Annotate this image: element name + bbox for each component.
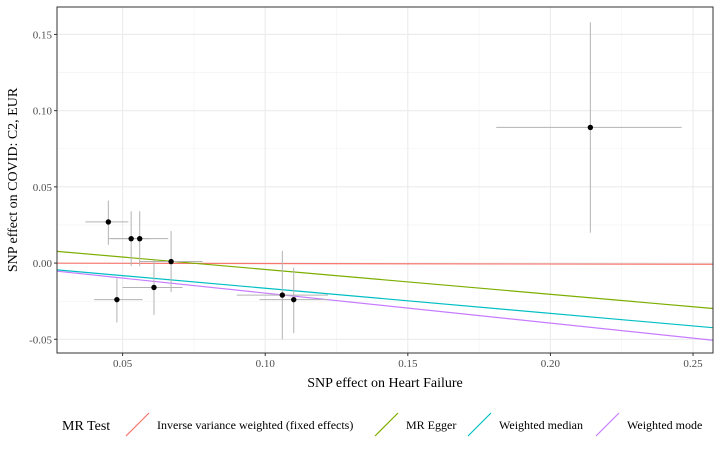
legend-label-3: Weighted mode	[627, 418, 702, 432]
data-points	[105, 124, 594, 303]
x-axis-ticks: 0.05 0.10 0.15 0.20 0.25	[113, 353, 703, 370]
y-tick-label-3: 0.10	[33, 106, 53, 118]
x-tick-label-3: 0.20	[541, 358, 561, 370]
data-point-0	[105, 219, 112, 225]
legend: MR Test Inverse variance weighted (fixed…	[62, 411, 702, 438]
data-point-1	[128, 235, 134, 242]
y-tick-label-4: 0.15	[33, 29, 53, 41]
x-tick-label-2: 0.15	[398, 358, 418, 370]
data-point-6	[279, 292, 286, 298]
data-point-8	[587, 124, 594, 131]
x-axis-title: SNP effect on Heart Failure	[307, 376, 463, 391]
line-series-1	[57, 250, 713, 310]
y-tick-label-2: 0.05	[33, 182, 53, 194]
data-point-7	[291, 296, 297, 303]
data-point-3	[168, 258, 174, 265]
data-point-4	[114, 296, 120, 303]
y-axis-ticks: -0.05 0.00 0.05 0.10 0.15	[29, 29, 57, 346]
plot-panel-border	[56, 6, 714, 354]
x-tick-label-0: 0.05	[113, 358, 133, 370]
line-series-0	[57, 262, 713, 265]
legend-label-0: Inverse variance weighted (fixed effects…	[157, 418, 353, 432]
x-tick-label-4: 0.25	[683, 358, 703, 370]
data-point-5	[151, 284, 157, 291]
legend-key-0	[125, 412, 150, 437]
regression-lines	[57, 250, 713, 341]
legend-label-2: Weighted median	[499, 418, 583, 432]
y-tick-label-0: -0.05	[29, 334, 52, 346]
line-series-3	[57, 270, 713, 341]
data-point-2	[137, 235, 143, 242]
gridlines	[57, 7, 713, 353]
legend-title: MR Test	[62, 419, 110, 434]
legend-key-1	[374, 412, 399, 437]
legend-key-3	[595, 412, 620, 437]
y-tick-label-1: 0.00	[33, 258, 53, 270]
legend-label-1: MR Egger	[406, 418, 456, 432]
line-series-2	[57, 269, 713, 329]
legend-key-2	[467, 412, 492, 437]
x-tick-label-1: 0.10	[256, 358, 276, 370]
y-axis-title: SNP effect on COVID: C2, EUR	[6, 87, 21, 272]
